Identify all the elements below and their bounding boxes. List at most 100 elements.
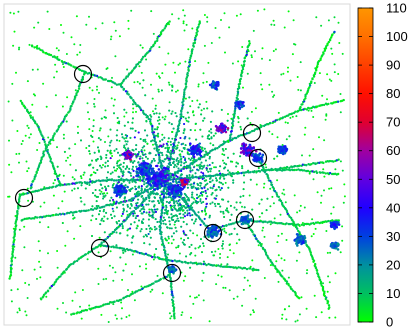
data-point <box>288 222 292 226</box>
data-point <box>286 70 289 73</box>
data-point <box>272 19 275 22</box>
data-point <box>271 133 274 136</box>
data-point <box>217 186 220 188</box>
data-point <box>224 51 226 54</box>
data-point <box>258 241 262 245</box>
data-point <box>49 160 52 163</box>
data-point <box>184 60 187 63</box>
data-point <box>185 255 188 258</box>
data-point <box>183 232 185 235</box>
data-point <box>90 219 93 222</box>
data-point <box>288 166 291 169</box>
data-point <box>38 162 42 165</box>
data-point <box>318 279 322 282</box>
data-point <box>21 140 24 142</box>
data-point <box>257 167 260 169</box>
data-point <box>197 262 200 265</box>
data-point <box>163 136 166 139</box>
data-point <box>61 222 64 224</box>
data-point <box>191 186 194 189</box>
data-point <box>222 159 224 162</box>
data-point <box>209 120 212 123</box>
data-point <box>232 152 235 155</box>
data-point <box>205 205 208 208</box>
data-point <box>171 218 174 221</box>
data-point <box>186 214 189 217</box>
data-point <box>11 119 14 122</box>
data-point <box>203 164 206 167</box>
data-point <box>194 172 197 175</box>
data-point <box>211 148 215 151</box>
data-point <box>239 77 242 81</box>
data-point <box>255 268 258 272</box>
data-point <box>88 184 91 186</box>
data-point <box>25 160 28 163</box>
data-point <box>40 188 43 191</box>
data-point <box>282 222 285 226</box>
data-point <box>199 218 202 221</box>
data-point <box>178 119 182 122</box>
data-point <box>161 206 164 209</box>
data-point <box>138 219 140 222</box>
data-point <box>72 262 75 265</box>
data-point <box>132 99 135 102</box>
data-point <box>124 149 127 152</box>
data-point <box>210 131 213 134</box>
data-point <box>205 167 208 170</box>
data-point <box>182 230 185 233</box>
data-point <box>36 44 39 47</box>
data-point <box>142 206 145 208</box>
data-point <box>231 62 234 65</box>
data-point <box>188 63 192 67</box>
data-point <box>197 85 200 88</box>
data-point <box>30 44 34 47</box>
data-point <box>255 237 258 241</box>
data-point <box>326 302 329 305</box>
data-point <box>152 143 154 146</box>
data-point <box>92 166 95 169</box>
data-point <box>187 206 190 209</box>
data-point <box>273 157 276 160</box>
data-point <box>283 168 286 172</box>
data-point <box>153 196 156 199</box>
data-point <box>149 120 152 123</box>
data-point <box>44 52 47 55</box>
data-point <box>197 83 200 86</box>
data-point <box>158 76 161 79</box>
data-point <box>304 126 307 129</box>
data-point <box>200 238 202 241</box>
data-point <box>235 267 238 270</box>
data-point <box>151 97 154 100</box>
data-point <box>56 57 59 60</box>
data-point <box>240 69 244 73</box>
data-point <box>310 163 313 166</box>
data-point <box>113 21 116 24</box>
data-point <box>175 230 178 233</box>
data-point <box>313 294 316 297</box>
data-point <box>172 310 175 313</box>
data-point <box>196 99 199 102</box>
data-point <box>312 233 315 235</box>
data-point <box>172 61 175 64</box>
data-point <box>145 120 148 122</box>
data-point <box>131 253 134 256</box>
data-point <box>182 216 185 219</box>
data-point <box>95 218 98 220</box>
data-point <box>170 176 173 179</box>
data-point <box>289 116 292 119</box>
data-point <box>55 184 59 187</box>
data-point <box>259 124 262 126</box>
data-point <box>65 311 68 314</box>
data-point <box>172 232 175 235</box>
data-point <box>62 118 66 121</box>
data-point <box>154 143 157 146</box>
data-point <box>168 83 171 86</box>
data-point <box>235 242 238 245</box>
data-point <box>99 179 102 183</box>
data-point <box>167 147 170 150</box>
data-point <box>182 132 185 134</box>
data-point <box>291 289 295 292</box>
data-point <box>249 131 252 134</box>
data-point <box>171 137 174 140</box>
data-point <box>208 320 211 323</box>
